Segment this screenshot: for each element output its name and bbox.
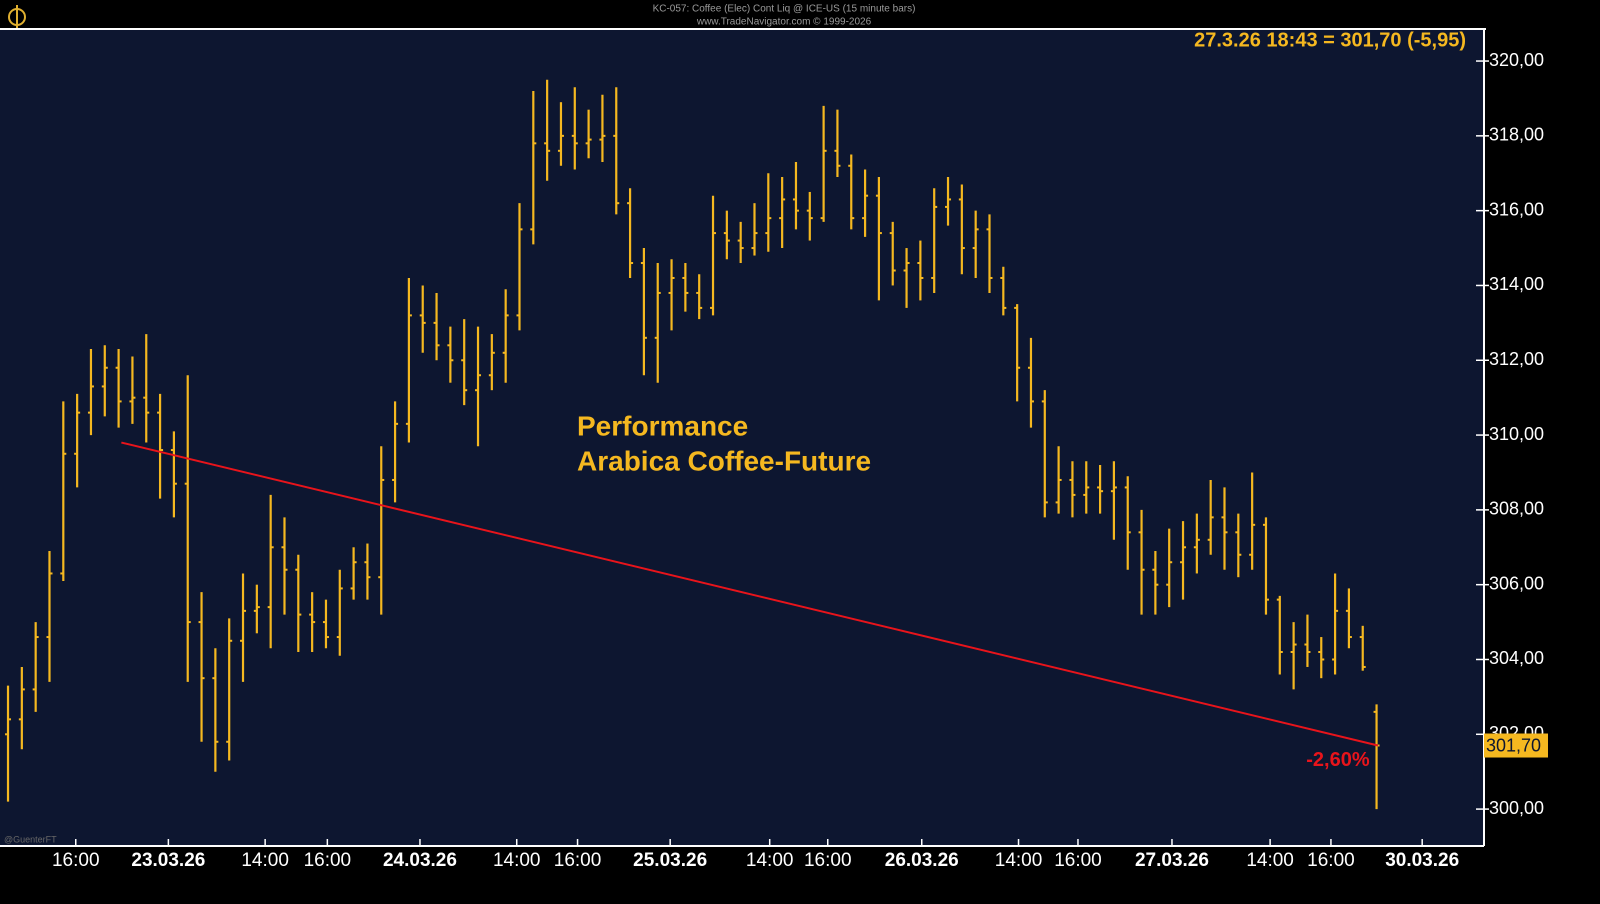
- logo: [8, 5, 26, 28]
- y-tick-label: 310,00: [1489, 424, 1544, 444]
- x-tick-label: 16:00: [804, 850, 852, 871]
- y-tick-label: 306,00: [1489, 573, 1544, 593]
- annotation: Arabica Coffee-Future: [577, 445, 871, 476]
- y-tick-label: 316,00: [1489, 199, 1544, 219]
- y-tick-label: 320,00: [1489, 50, 1544, 70]
- last-price-tag: [1484, 733, 1548, 758]
- x-tick-label: 26.03.26: [885, 850, 959, 871]
- x-tick-label: 16:00: [554, 850, 602, 871]
- chart-subtitle: www.TradeNavigator.com © 1999-2026: [696, 17, 872, 28]
- x-tick-label: 14:00: [1246, 850, 1294, 871]
- y-tick-label: 314,00: [1489, 274, 1544, 294]
- price-header: 27.3.26 18:43 = 301,70 (-5,95): [1194, 29, 1466, 51]
- x-tick-label: 16:00: [1054, 850, 1102, 871]
- y-tick-label: 300,00: [1489, 798, 1544, 818]
- x-tick-label: 16:00: [1307, 850, 1355, 871]
- x-tick-label: 23.03.26: [131, 850, 205, 871]
- x-tick-label: 16:00: [304, 850, 352, 871]
- x-tick-label: 30.03.26: [1385, 850, 1459, 871]
- x-tick-label: 14:00: [746, 850, 794, 871]
- x-tick-label: 27.03.26: [1135, 850, 1209, 871]
- chart-title: KC-057: Coffee (Elec) Cont Liq @ ICE-US …: [653, 4, 916, 15]
- y-tick-label: 304,00: [1489, 648, 1544, 668]
- x-tick-label: 14:00: [241, 850, 289, 871]
- trend-label: -2,60%: [1306, 749, 1370, 771]
- plot-area: [0, 30, 1483, 845]
- x-tick-label: 16:00: [52, 850, 100, 871]
- y-tick-label: 308,00: [1489, 499, 1544, 519]
- annotation: Performance: [577, 410, 748, 441]
- x-tick-label: 14:00: [995, 850, 1043, 871]
- x-tick-label: 14:00: [493, 850, 541, 871]
- x-tick-label: 24.03.26: [383, 850, 457, 871]
- credit: @GuenterFT: [4, 834, 57, 844]
- y-tick-label: 318,00: [1489, 125, 1544, 145]
- x-tick-label: 25.03.26: [633, 850, 707, 871]
- last-price-label: 301,70: [1486, 735, 1541, 755]
- trend-line: [121, 441, 1379, 747]
- y-tick-label: 312,00: [1489, 349, 1544, 369]
